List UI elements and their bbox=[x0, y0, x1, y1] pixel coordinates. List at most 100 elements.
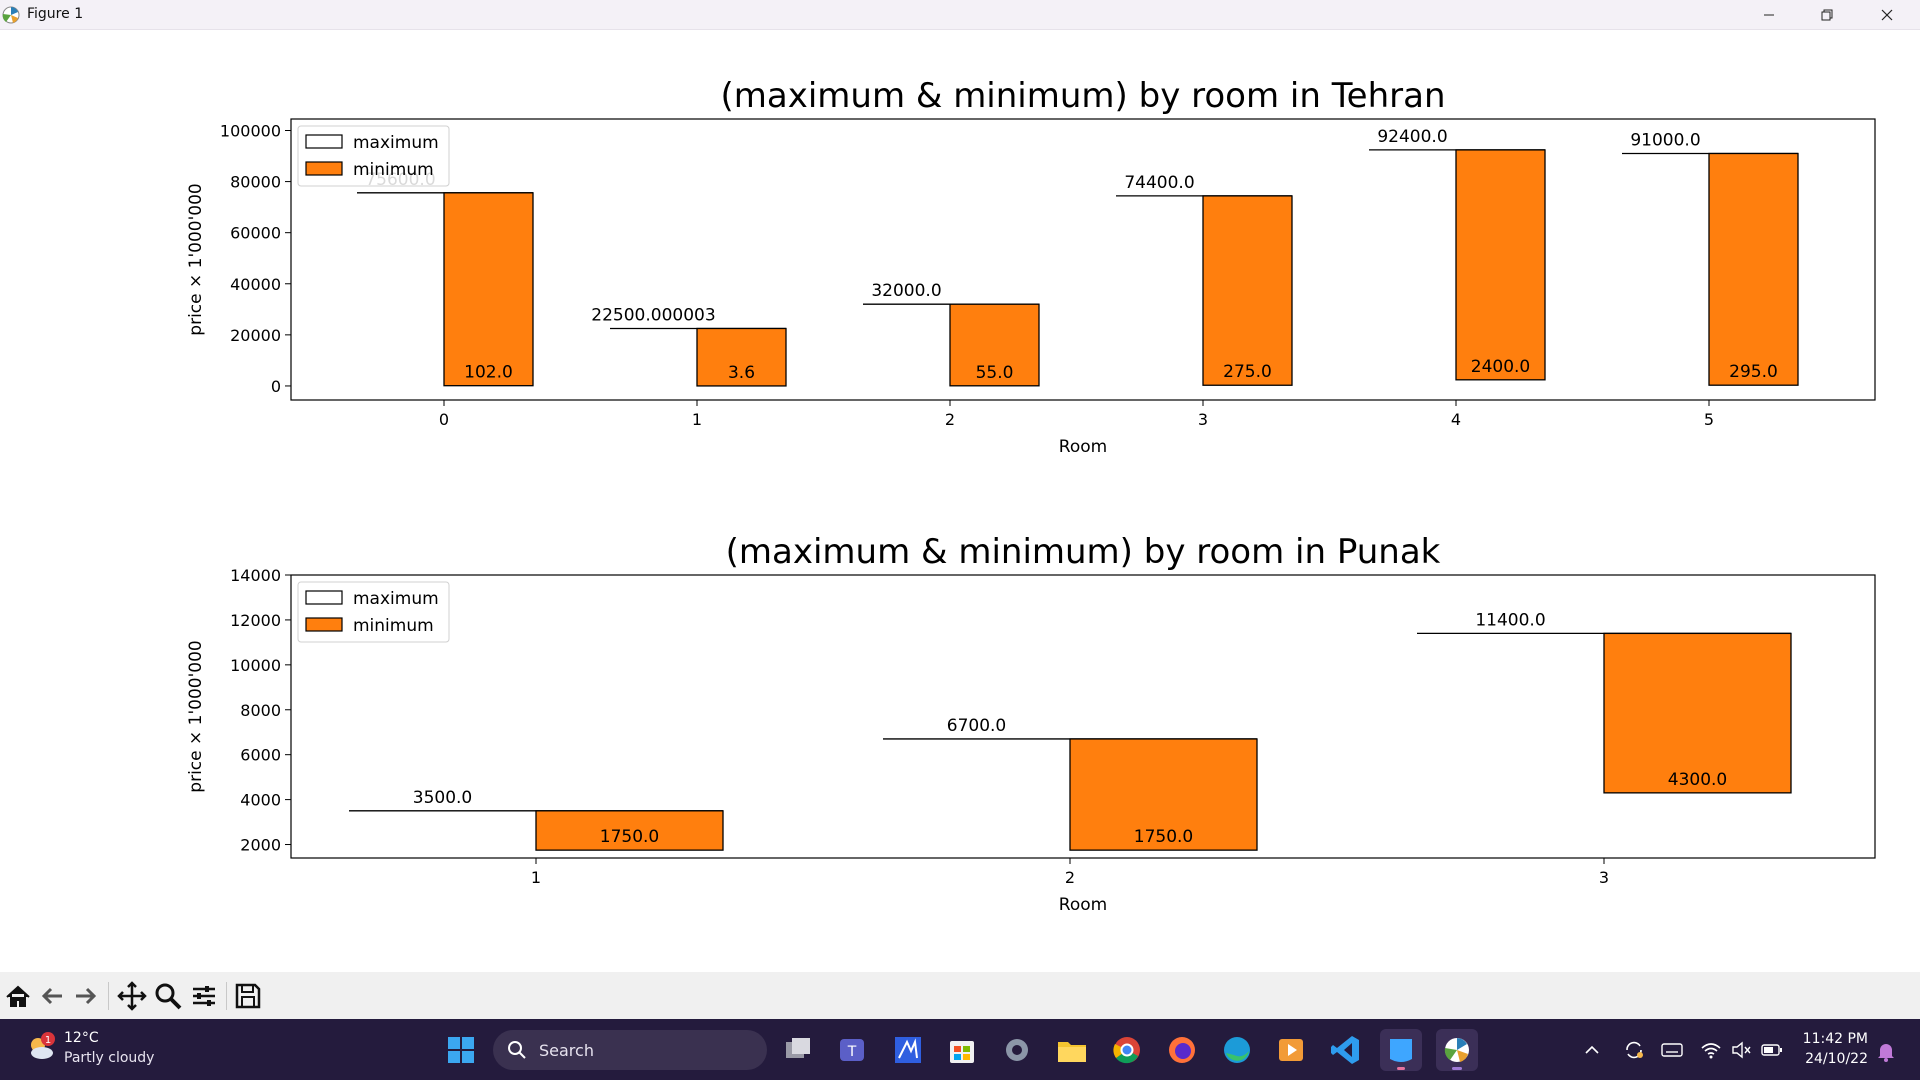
y-tick-label: 6000 bbox=[240, 746, 281, 765]
maximum-bar bbox=[883, 738, 1070, 858]
home-icon[interactable] bbox=[2, 980, 34, 1012]
maximum-bar bbox=[1116, 195, 1203, 386]
keyboard-icon[interactable] bbox=[1660, 1040, 1684, 1060]
maximum-bar bbox=[349, 810, 536, 858]
matplotlib-taskbar-icon[interactable] bbox=[1436, 1029, 1478, 1071]
task-view-icon[interactable] bbox=[777, 1029, 819, 1071]
y-tick-label: 100000 bbox=[220, 121, 281, 140]
legend-minimum-label: minimum bbox=[353, 616, 434, 636]
maximum-value-label: 6700.0 bbox=[947, 716, 1006, 736]
legend-minimum-swatch bbox=[305, 161, 343, 176]
zoom-icon[interactable] bbox=[152, 980, 184, 1012]
notification-bell-icon[interactable] bbox=[1876, 1040, 1896, 1062]
minimum-bar bbox=[949, 303, 1040, 387]
forward-icon[interactable] bbox=[70, 980, 102, 1012]
restore-icon bbox=[1821, 9, 1833, 20]
maximum-value-label: 3500.0 bbox=[413, 788, 472, 808]
minimize-icon bbox=[1764, 14, 1774, 15]
maximum-value-label: 32000.0 bbox=[871, 281, 941, 301]
minimum-value-label: 1750.0 bbox=[600, 827, 659, 847]
settings-icon[interactable] bbox=[996, 1029, 1038, 1071]
firefox-icon[interactable] bbox=[1161, 1029, 1203, 1071]
vscode-icon[interactable] bbox=[1325, 1029, 1367, 1071]
maximum-bar bbox=[1369, 149, 1456, 386]
clock-date[interactable]: 24/10/22 bbox=[1805, 1051, 1868, 1067]
save-icon[interactable] bbox=[232, 980, 264, 1012]
x-tick-label: 1 bbox=[692, 410, 702, 429]
microsoft-store-icon[interactable] bbox=[941, 1029, 983, 1071]
x-axis-label: Room bbox=[1059, 895, 1107, 915]
minimum-value-label: 4300.0 bbox=[1668, 770, 1727, 790]
restore-button[interactable] bbox=[1798, 0, 1856, 29]
x-tick-label: 0 bbox=[439, 410, 449, 429]
teams-icon[interactable]: T bbox=[832, 1029, 874, 1071]
maximum-value-label: 74400.0 bbox=[1124, 173, 1194, 193]
minimum-bar bbox=[443, 192, 534, 387]
minimize-button[interactable] bbox=[1740, 0, 1798, 29]
chart-1: (maximum & minimum) by room in Tehran756… bbox=[186, 76, 1876, 457]
maximum-value-label: 11400.0 bbox=[1475, 610, 1545, 630]
x-tick-label: 2 bbox=[945, 410, 955, 429]
volume-muted-icon[interactable] bbox=[1730, 1040, 1752, 1060]
wifi-icon[interactable] bbox=[1700, 1040, 1722, 1060]
minimum-bar bbox=[1202, 195, 1293, 386]
close-button[interactable] bbox=[1858, 0, 1916, 29]
y-tick-label: 4000 bbox=[240, 791, 281, 810]
x-axis-label: Room bbox=[1059, 437, 1107, 457]
y-tick-label: 80000 bbox=[230, 173, 281, 192]
minimum-bar bbox=[1455, 149, 1546, 381]
maximum-bar bbox=[1417, 633, 1604, 858]
minimum-value-label: 1750.0 bbox=[1134, 827, 1193, 847]
x-tick-label: 5 bbox=[1704, 410, 1714, 429]
taskbar-search[interactable]: Search bbox=[493, 1030, 767, 1070]
back-icon[interactable] bbox=[36, 980, 68, 1012]
chart-2: (maximum & minimum) by room in Punak 3500… bbox=[186, 532, 1876, 915]
weather-icon[interactable]: 1 bbox=[24, 1030, 58, 1064]
media-player-icon[interactable] bbox=[1270, 1029, 1312, 1071]
configure-subplots-icon[interactable] bbox=[188, 980, 220, 1012]
y-tick-label: 40000 bbox=[230, 275, 281, 294]
minimum-value-label: 3.6 bbox=[728, 363, 755, 383]
y-tick-label: 10000 bbox=[230, 656, 281, 675]
maximum-bar bbox=[1622, 153, 1709, 386]
weather-temperature: 12°C bbox=[64, 1030, 99, 1046]
pycharm-edge-beta-icon[interactable] bbox=[1380, 1029, 1422, 1071]
clock-time[interactable]: 11:42 PM bbox=[1802, 1031, 1868, 1047]
minimum-value-label: 275.0 bbox=[1223, 362, 1272, 382]
y-tick-label: 12000 bbox=[230, 611, 281, 630]
y-tick-label: 20000 bbox=[230, 326, 281, 345]
pan-icon[interactable] bbox=[116, 980, 148, 1012]
visual-studio-icon[interactable] bbox=[887, 1029, 929, 1071]
minimum-value-label: 295.0 bbox=[1729, 362, 1778, 382]
minimum-value-label: 102.0 bbox=[464, 363, 513, 383]
edge-icon[interactable] bbox=[1216, 1029, 1258, 1071]
legend-maximum-swatch bbox=[305, 134, 343, 149]
figure-canvas: (maximum & minimum) by room in Tehran756… bbox=[0, 30, 1920, 972]
minimum-bar bbox=[535, 810, 724, 851]
battery-icon[interactable] bbox=[1760, 1040, 1784, 1060]
x-tick-label: 2 bbox=[1065, 868, 1075, 887]
y-axis-label: price × 1'000'000 bbox=[186, 183, 206, 335]
legend-maximum-label: maximum bbox=[353, 133, 439, 153]
close-icon bbox=[1881, 9, 1893, 20]
y-tick-label: 0 bbox=[271, 377, 281, 396]
chevron-up-icon[interactable] bbox=[1582, 1040, 1602, 1060]
x-tick-label: 3 bbox=[1599, 868, 1609, 887]
maximum-value-label: 92400.0 bbox=[1377, 127, 1447, 147]
y-tick-label: 8000 bbox=[240, 701, 281, 720]
axes-frame bbox=[290, 574, 1876, 859]
sync-icon[interactable] bbox=[1622, 1038, 1646, 1062]
x-tick-label: 1 bbox=[531, 868, 541, 887]
legend-maximum-label: maximum bbox=[353, 589, 439, 609]
minimum-bar bbox=[1708, 152, 1799, 386]
navigation-toolbar bbox=[0, 972, 1920, 1019]
axes-frame bbox=[290, 118, 1876, 401]
matplotlib-app-icon bbox=[2, 6, 20, 24]
file-explorer-icon[interactable] bbox=[1051, 1029, 1093, 1071]
window-title: Figure 1 bbox=[27, 6, 84, 22]
chrome-icon[interactable] bbox=[1106, 1029, 1148, 1071]
windows-start-icon[interactable] bbox=[440, 1029, 482, 1071]
search-icon bbox=[508, 1041, 526, 1059]
chart-title: (maximum & minimum) by room in Tehran bbox=[720, 76, 1445, 116]
legend-minimum-label: minimum bbox=[353, 160, 434, 180]
